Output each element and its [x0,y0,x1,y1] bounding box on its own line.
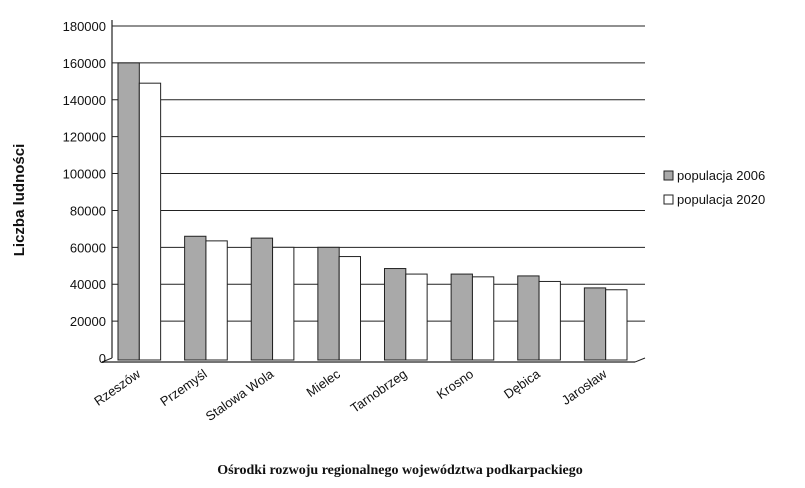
legend-label: populacja 2006 [677,168,765,183]
floor-edge [634,357,646,363]
bars [117,62,628,361]
y-tick-label: 180000 [63,19,106,34]
y-tick-label: 60000 [70,240,106,255]
y-tick-label: 20000 [70,314,106,329]
x-tick-label: Rzeszów [91,366,143,409]
y-axis-label: Liczba ludności [11,144,28,257]
legend-label: populacja 2020 [677,192,765,207]
y-tick-label: 160000 [63,56,106,71]
bar-2006 [250,237,274,361]
bar-2020 [471,276,495,361]
y-tick-label: 0 [99,351,106,366]
legend: populacja 2006 populacja 2020 [663,168,765,207]
x-tick-label: Jarosław [559,366,610,408]
bar-2020 [272,246,295,361]
floor-edge [101,357,113,363]
legend-swatch [663,170,674,181]
y-tick-label: 120000 [63,130,106,145]
x-tick-label: Krosno [434,366,476,402]
bar-2006 [450,273,473,361]
bar-2020 [605,289,628,361]
bar-2020 [205,240,228,361]
bar-2020 [405,273,428,361]
y-tick-labels: 0 20000 40000 60000 80000 100000 120000 140000 1… [63,19,106,366]
x-tick-label: Przemyśl [157,366,209,409]
x-tick-label: Tarnobrzeg [348,366,410,416]
y-tick-label: 40000 [70,277,106,292]
bar-2006 [117,62,140,361]
x-tick-label: Mielec [304,366,344,400]
bar-2006 [317,246,340,361]
x-tick-label: Stalowa Wola [203,366,277,424]
bar-2020 [338,256,362,361]
bar-2006 [184,235,207,361]
bar-2006 [583,287,607,361]
y-tick-label: 80000 [70,203,106,218]
axes [101,20,646,363]
bar-2006 [383,268,407,361]
bar-2006 [517,275,540,361]
x-tick-label: Dębica [501,366,543,402]
legend-swatch [663,194,674,205]
y-tick-label: 100000 [63,167,106,182]
y-tick-label: 140000 [63,93,106,108]
bar-2020 [138,82,162,361]
x-axis-label: Ośrodki rozwoju regionalnego województwa… [217,463,583,478]
bar-2020 [538,280,561,361]
